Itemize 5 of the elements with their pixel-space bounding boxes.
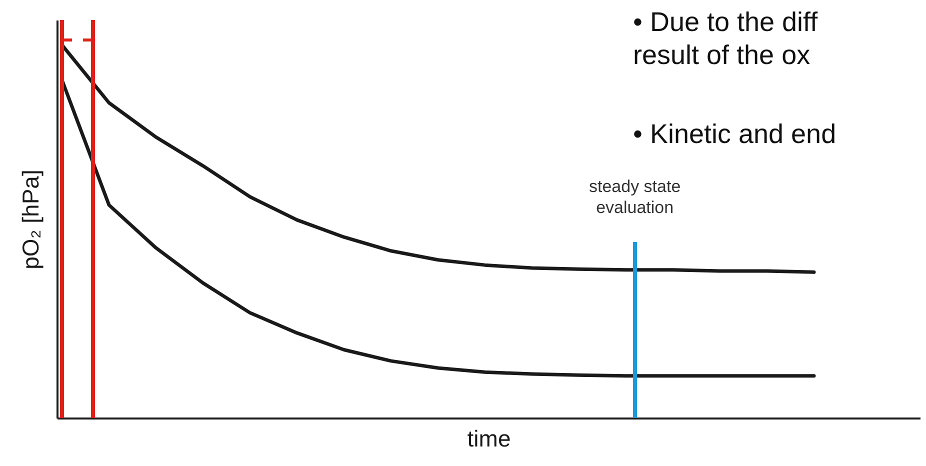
y-axis-title: pO₂ [hPa] (18, 170, 44, 270)
annotation: • Kinetic and end (633, 118, 836, 151)
annotation: • Due to the diff result of the ox (633, 6, 818, 72)
annotation: steady state evaluation (589, 176, 681, 218)
x-axis-title: time (467, 426, 511, 452)
